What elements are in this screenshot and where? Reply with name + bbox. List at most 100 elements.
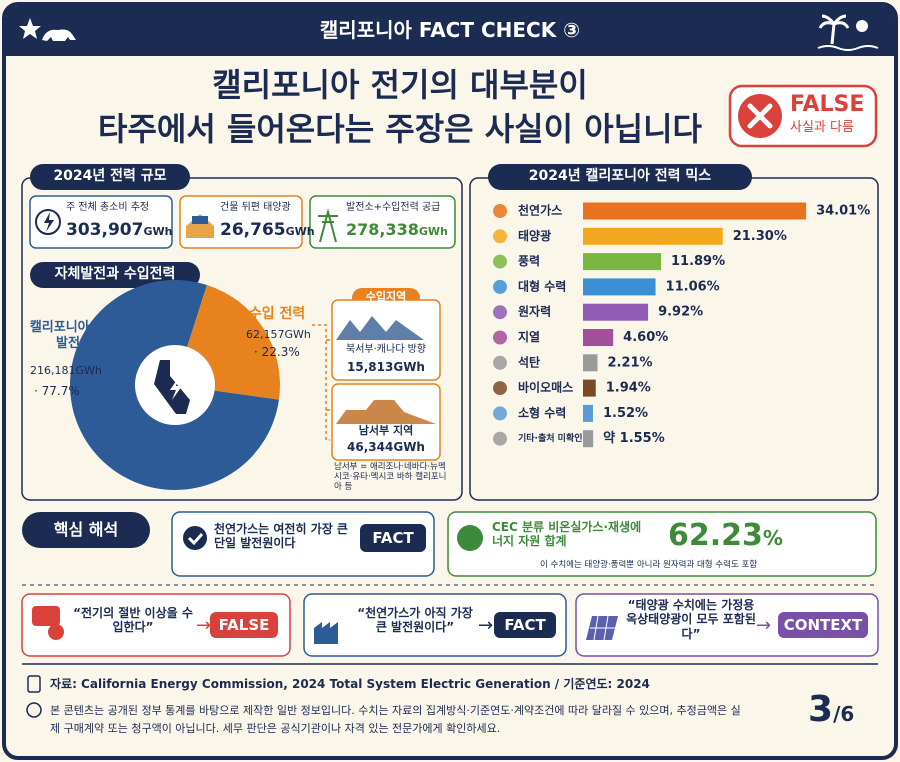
card [309,195,456,249]
bolt-icon [44,212,54,232]
verdict-tag [210,612,278,638]
pie-value: · 77.7% [34,384,80,398]
card-label: 주 전체 총소비 추정 [66,202,150,213]
claim-quote: “태양광 수치에는 가정용 옥상태양광이 모두 포함된다” [626,598,756,641]
category-label: 바이오매스 [518,380,573,395]
bolt-icon [170,378,182,400]
fact-tag: FACT [372,529,414,547]
pie-value: · 22.3% [254,345,300,359]
cec-text: CEC 분류 비온실가스·재생에너지 자원 합계 [492,520,642,549]
value: 62.23 [668,518,763,553]
claim-quote: “천연가스가 아직 가장 큰 발전원이다” [357,606,473,635]
left-panel [21,177,463,501]
category-label: 소형 수력 [518,405,566,420]
category-icon [493,204,507,218]
bar [583,278,656,296]
palm-icon [817,14,879,51]
category-label: 석탄 [518,354,540,369]
speech-icon [32,606,64,640]
card-value: 303,907GWh [66,220,172,240]
connector [326,339,330,411]
value-label: 11.06% [666,279,720,294]
category-label: 천연가스 [518,203,562,218]
pie-label: 순수입 전력 [236,306,306,322]
info-icon [26,702,42,718]
value-label: 9.92% [658,305,703,320]
unit: % [762,526,783,550]
bar [583,253,661,271]
category-icon [493,355,507,370]
top-band [6,6,894,56]
section-heading: 자체발전과 수입전력 [54,266,176,282]
page: 3 [808,689,834,730]
section-heading: 2024년 캘리포니아 전력 믹스 [528,168,712,184]
check-icon [183,526,207,550]
value: 303,907 [66,220,144,240]
title-line: 타주에서 들어온다는 주장은 사실이 아닙니다 [98,110,702,148]
value-label: 1.94% [606,381,651,396]
verdict-tag: CONTEXT [783,616,863,634]
unit: GWh [285,225,315,238]
category-label: 풍력 [518,254,540,268]
value-label: 4.60% [623,330,668,345]
region-name: 북서부·캐나다 방향 [346,344,426,355]
heading-pill [488,164,752,190]
panel-icon [586,615,618,641]
region-name: 남서부 지역 [358,424,414,437]
category-icon [493,381,507,396]
category-label: 대형 수력 [518,278,566,293]
bar [583,430,594,448]
region-heading: 수입지역 [365,290,407,303]
cec-box [447,511,877,577]
fact-text: 천연가스는 여전히 가장 큰 단일 발전원이다 [214,522,348,551]
desert-icon [336,400,436,424]
claim-box [575,593,879,657]
heading-pill [22,512,150,548]
cec-note: 이 수치에는 태양광·풍력뿐 아니라 원자력과 대형 수력도 포함 [540,560,758,570]
pie-label: 캘리포니아 내 발전 [29,320,107,351]
value-label: 약 1.55% [603,430,665,446]
bar [583,379,596,397]
bar [583,202,807,220]
value-label: 2.21% [607,355,652,370]
heading-pill [30,164,190,190]
disclaimer: 본 콘텐츠는 공개된 정부 통계를 바탕으로 제작한 일반 정보입니다. 수치는… [50,704,741,735]
check-icon [187,533,204,546]
bar-chart: 천연가스 34.01% 태양광 21.30% 풍력 11.89% 대형 수력 11.06% 원자… [493,202,870,448]
title-line: 캘리포니아 전기의 대부분이 [212,66,588,104]
category-label: 원자력 [518,304,551,319]
claim-quote: “전기의 절반 이상을 수입한다” [73,606,193,635]
category-icon [493,431,507,446]
bear-icon [42,29,76,41]
section-heading: 2024년 전력 규모 [53,168,167,184]
category-icon [493,305,507,320]
unit: GWh [418,225,448,238]
region-value: 46,344GWh [347,440,425,454]
mountain-icon [336,316,424,340]
verdict-tag: FACT [504,616,546,634]
doc-icon [27,675,41,693]
bolt-icon [35,209,61,235]
bar [583,303,649,321]
bar [583,404,593,422]
value-label: 21.30% [733,229,787,244]
verdict-sub: 사실과 다름 [790,120,854,135]
star-icon [19,18,41,39]
claim-box [303,593,567,657]
card-label: 발전소+수입전력 공급 [346,202,441,213]
value-label: 11.89% [671,254,725,269]
connector [312,324,330,441]
badge: 캘리포니아 FACT CHECK ③ [319,18,581,42]
claim-box [21,593,291,657]
page-total: /6 [833,702,855,726]
verdict-tag [494,612,556,638]
verdict-tag: FALSE [218,616,270,634]
house-icon [186,214,214,238]
tower-icon [318,208,338,243]
region-note: 남서부 = 애리조나·네바다·뉴멕시코·유타·멕시코 바하 캘리포니아 등 [334,462,447,493]
value: 278,338 [346,220,419,239]
bar [583,227,723,245]
bar [583,329,614,346]
verdict: FALSE [790,92,865,117]
